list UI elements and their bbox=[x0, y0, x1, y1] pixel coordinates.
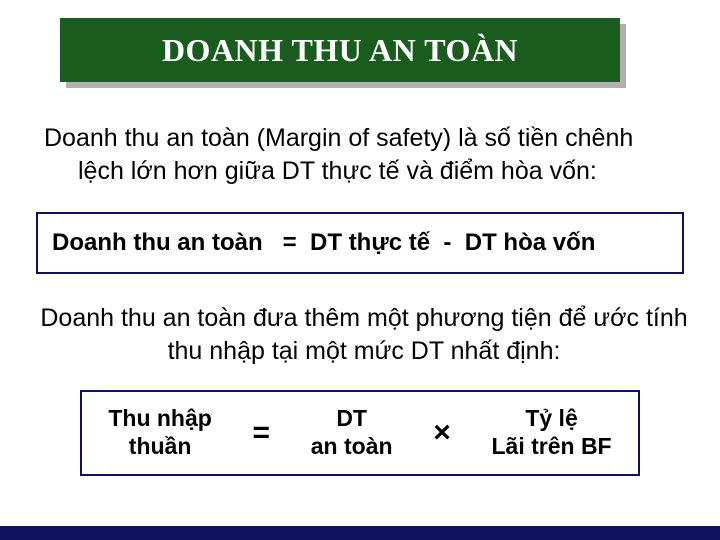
title-box: DOANH THU AN TOÀN bbox=[60, 18, 620, 82]
f2-term2-l1: DT bbox=[311, 405, 393, 433]
bottom-band bbox=[0, 526, 720, 540]
f2-term2-l2: an toàn bbox=[311, 433, 393, 461]
formula1-text: Doanh thu an toàn = DT thực tế - DT hòa … bbox=[52, 229, 595, 257]
f2-term2: DT an toàn bbox=[311, 405, 393, 460]
f2-term3-l1: Tỷ lệ bbox=[491, 405, 611, 433]
f2-times: × bbox=[429, 416, 455, 450]
formula-box-1: Doanh thu an toàn = DT thực tế - DT hòa … bbox=[36, 212, 684, 274]
para1-line2: lệch lớn hơn giữa DT thực tế và điểm hòa… bbox=[44, 155, 676, 188]
f2-term1-l2: thuần bbox=[108, 433, 211, 461]
f1-rhs2: DT hòa vốn bbox=[465, 229, 596, 256]
para1-line1: Doanh thu an toàn (Margin of safety) là … bbox=[44, 122, 676, 155]
f1-rhs1: DT thực tế bbox=[310, 229, 430, 256]
f2-term3-l2: Lãi trên BF bbox=[491, 433, 611, 461]
f1-eq: = bbox=[283, 229, 297, 256]
f2-eq: = bbox=[249, 416, 275, 450]
slide-title: DOANH THU AN TOÀN bbox=[162, 32, 518, 69]
formula-box-2: Thu nhập thuần = DT an toàn × Tỷ lệ Lãi … bbox=[80, 390, 640, 476]
paragraph-2: Doanh thu an toàn đưa thêm một phương ti… bbox=[24, 302, 704, 367]
f2-term3: Tỷ lệ Lãi trên BF bbox=[491, 405, 611, 460]
f2-term1: Thu nhập thuần bbox=[108, 405, 211, 460]
f2-term1-l1: Thu nhập bbox=[108, 405, 211, 433]
f1-lhs: Doanh thu an toàn bbox=[52, 229, 263, 256]
f1-minus: - bbox=[443, 229, 451, 256]
paragraph-1: Doanh thu an toàn (Margin of safety) là … bbox=[44, 122, 676, 187]
